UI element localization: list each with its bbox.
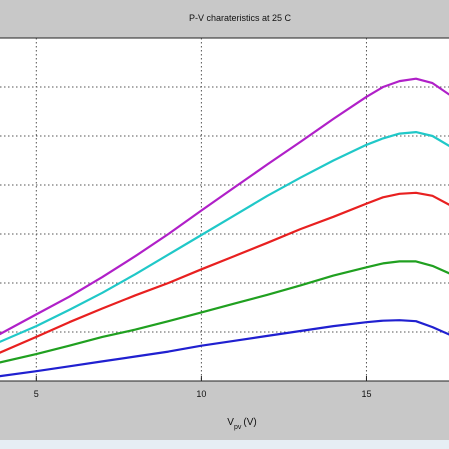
x-tick-label-2: 15 bbox=[361, 389, 371, 399]
grid-lines bbox=[0, 38, 449, 381]
bottom-strip bbox=[0, 440, 449, 449]
chart-title: P-V charateristics at 25 C bbox=[189, 13, 292, 23]
x-axis-label-main: V bbox=[227, 417, 234, 428]
x-tick-label-1: 10 bbox=[196, 389, 206, 399]
series-line-0 bbox=[0, 77, 449, 336]
series-line-4 bbox=[0, 319, 449, 378]
x-axis-label: Vpv (V) bbox=[227, 417, 256, 431]
x-tick-label-0: 5 bbox=[34, 389, 39, 399]
x-ticks: 5 10 15 bbox=[34, 376, 371, 399]
plot-area bbox=[0, 38, 449, 381]
x-axis-label-sub: pv bbox=[234, 424, 242, 431]
x-axis-label-unit: (V) bbox=[243, 417, 256, 428]
series-line-3 bbox=[0, 260, 449, 364]
series-group bbox=[0, 77, 449, 378]
series-line-2 bbox=[0, 191, 449, 354]
series-line-1 bbox=[0, 131, 449, 343]
